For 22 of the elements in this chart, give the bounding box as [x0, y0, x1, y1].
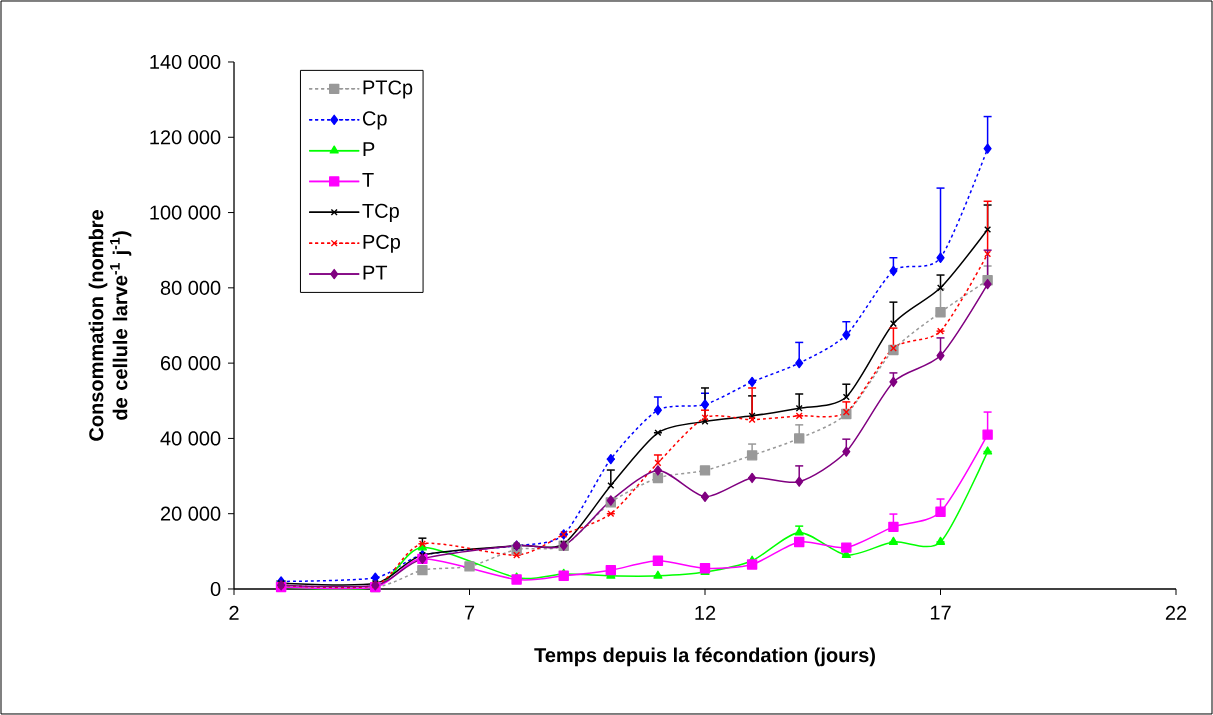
legend-label: PTCp — [363, 80, 413, 99]
x-tick-label: 2 — [229, 605, 239, 620]
legend-label: P — [363, 142, 375, 157]
legend-label: PT — [363, 265, 388, 280]
y-axis-title: Consommation (nombre de cellule larve$^{-1}$ j$^{-1}$) — [88, 210, 132, 441]
y-tick-label: 40 000 — [160, 431, 221, 446]
y-tick-label: 20 000 — [160, 506, 221, 521]
x-tick-label: 17 — [930, 605, 951, 620]
y-tick-label: 60 000 — [160, 356, 221, 371]
y-tick-label: 100 000 — [150, 205, 221, 220]
y-tick-label: 0 — [210, 581, 221, 597]
legend-label: Cp — [362, 111, 387, 130]
y-tick-label: 140 000 — [150, 54, 221, 70]
y-tick-label: 80 000 — [160, 280, 221, 295]
legend-label: PCp — [363, 234, 401, 253]
legend-label: TCp — [362, 203, 399, 222]
x-tick-label: 22 — [1165, 605, 1187, 620]
y-tick-label: 120 000 — [150, 130, 221, 145]
x-axis-title: Temps depuis la fécondation (jours) — [534, 647, 875, 667]
x-tick-label: 12 — [695, 605, 716, 620]
x-tick-label: 7 — [464, 605, 475, 620]
legend-label: T — [362, 173, 374, 187]
